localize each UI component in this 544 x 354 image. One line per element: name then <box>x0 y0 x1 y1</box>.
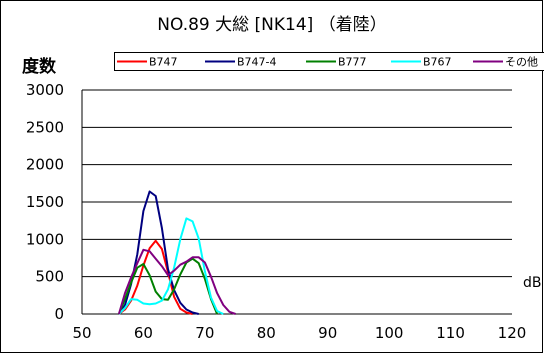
y-tick-label: 3000 <box>26 81 64 99</box>
y-tick-label: 500 <box>35 268 64 286</box>
legend-label-1: B747 <box>149 56 178 69</box>
y-tick-label: 1500 <box>26 193 64 211</box>
series-line-5 <box>117 248 236 315</box>
x-tick-label: 90 <box>318 324 337 342</box>
legend-label-2: B747-4 <box>237 56 277 69</box>
series-line-3 <box>117 257 219 315</box>
chart-title: NO.89 大総 [NK14] （着陸） <box>157 15 387 35</box>
x-tick-label: 110 <box>436 324 465 342</box>
y-tick-label: 2500 <box>26 118 64 136</box>
x-tick-label: 100 <box>375 324 404 342</box>
tick-labels: 0 500 1000 1500 2000 2500 3000 50 60 70 80 90 100 110… <box>26 81 527 342</box>
y-tick-label: 1000 <box>26 230 64 248</box>
axes <box>81 90 512 315</box>
x-tick-label: 120 <box>498 324 527 342</box>
series-line-4 <box>118 217 224 315</box>
grid-lines <box>82 89 512 278</box>
legend-entries: B747 B747-4 B777 B767 その他 <box>117 56 538 69</box>
x-tick-label: 70 <box>195 324 214 342</box>
legend-label-3: B777 <box>338 56 367 69</box>
x-tick-label: 50 <box>72 324 91 342</box>
y-tick-label: 2000 <box>26 156 64 174</box>
x-tick-label: 60 <box>134 324 153 342</box>
legend-label-5: その他 <box>505 56 538 69</box>
y-axis-label: 度数 <box>22 57 56 77</box>
x-tick-label: 80 <box>257 324 276 342</box>
x-axis-label: dB <box>523 275 542 291</box>
series-lines <box>117 190 236 315</box>
y-tick-label: 0 <box>54 305 64 323</box>
legend-label-4: B767 <box>423 56 452 69</box>
